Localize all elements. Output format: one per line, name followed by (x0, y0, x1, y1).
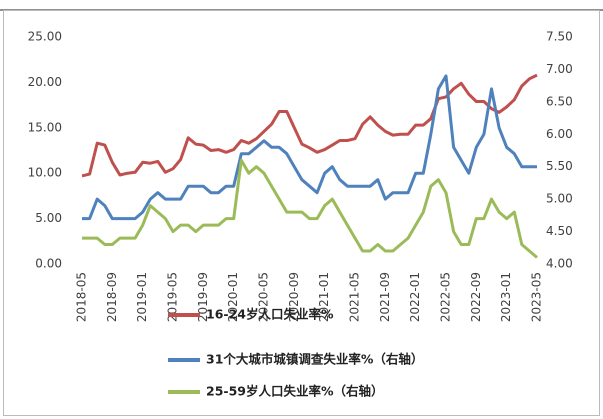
y-tick-label: 25.00 (28, 30, 62, 44)
legend-label: 25-59岁人口失业率%（右轴） (206, 384, 384, 399)
chart-frame (3, 10, 600, 416)
y2-tick-label: 4.50 (546, 224, 573, 238)
x-tick-label: 2022-05 (439, 272, 453, 322)
x-tick-label: 2018-05 (75, 272, 89, 322)
y2-tick-label: 6.00 (546, 127, 573, 141)
y2-tick-label: 5.00 (546, 192, 573, 206)
x-tick-label: 2021-05 (348, 272, 362, 322)
legend-label: 31个大城市城镇调查失业率%（右轴） (206, 352, 423, 367)
x-tick-label: 2019-09 (196, 272, 210, 322)
x-tick-label: 2021-09 (378, 272, 392, 322)
y-tick-label: 0.00 (35, 257, 62, 271)
y2-tick-label: 4.00 (546, 257, 573, 271)
x-tick-label: 2023-05 (530, 272, 544, 322)
y2-tick-label: 6.50 (546, 94, 573, 108)
y2-tick-label: 7.50 (546, 30, 573, 44)
series-line (82, 74, 537, 221)
x-tick-label: 2019-01 (135, 272, 149, 322)
y-tick-label: 5.00 (35, 211, 62, 225)
y2-tick-label: 7.00 (546, 62, 573, 76)
y-tick-label: 10.00 (28, 166, 62, 180)
y-tick-label: 20.00 (28, 75, 62, 89)
x-tick-label: 2020-05 (257, 272, 271, 322)
y-tick-label: 15.00 (28, 120, 62, 134)
x-tick-label: 2020-09 (287, 272, 301, 322)
x-tick-label: 2020-01 (226, 272, 240, 322)
x-tick-label: 2019-05 (166, 272, 180, 322)
x-tick-label: 2021-01 (317, 272, 331, 322)
x-tick-label: 2022-09 (469, 272, 483, 322)
x-tick-label: 2023-01 (499, 272, 513, 322)
x-tick-label: 2018-09 (105, 272, 119, 322)
x-tick-label: 2022-01 (408, 272, 422, 322)
legend-label: 16-24岁人口失业率% (206, 307, 334, 322)
series-line (82, 158, 538, 259)
y2-tick-label: 5.50 (546, 159, 573, 173)
series-line (81, 73, 538, 178)
